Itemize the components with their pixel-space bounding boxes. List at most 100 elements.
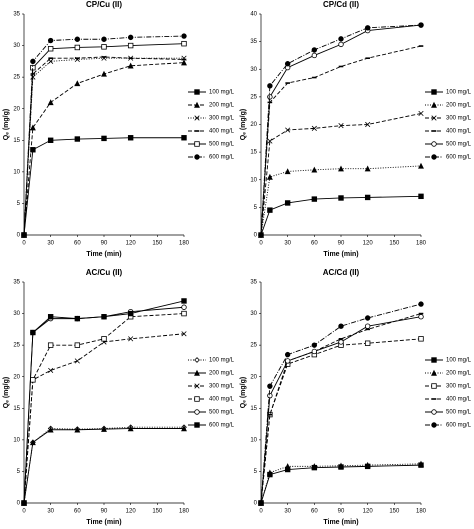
marker xyxy=(418,22,424,28)
legend-label: 400 mg/L xyxy=(209,129,235,135)
marker xyxy=(47,137,54,143)
y-tick-label: 30 xyxy=(13,311,20,317)
marker xyxy=(74,315,81,322)
y-tick-label: 30 xyxy=(250,67,257,73)
y-tick-label: 5 xyxy=(17,469,21,475)
x-tick-label: 150 xyxy=(152,509,163,515)
y-axis-label: Qₑ (mg/g) xyxy=(3,109,10,140)
y-tick-label: 20 xyxy=(13,106,20,112)
y-tick-label: 15 xyxy=(250,150,257,156)
marker xyxy=(267,383,273,389)
panel: AC/Cu (II) Time (min) Qₑ (mg/g) 0 5 10 15 20 25 3… xyxy=(3,268,235,526)
marker xyxy=(418,193,424,200)
x-tick-label: 180 xyxy=(179,241,190,247)
marker xyxy=(364,461,371,468)
panel: CP/Cu (II) Time (min) Qₑ (mg/g) 0 5 10 15 20 25 3… xyxy=(3,0,235,258)
x-tick-label: 60 xyxy=(311,241,318,247)
legend-label: 600 mg/L xyxy=(446,155,472,161)
marker xyxy=(29,439,36,446)
x-axis-label: Time (min) xyxy=(323,251,358,258)
marker xyxy=(21,500,27,506)
marker xyxy=(284,168,291,175)
y-tick-label: 25 xyxy=(250,343,257,349)
series-line xyxy=(23,137,184,236)
x-tick-label: 180 xyxy=(416,509,427,515)
marker xyxy=(364,323,371,329)
x-tick-label: 30 xyxy=(47,241,54,247)
marker xyxy=(74,36,81,42)
x-tick-label: 30 xyxy=(284,241,291,247)
marker xyxy=(181,304,187,310)
marker xyxy=(365,121,371,128)
marker xyxy=(74,342,81,348)
marker xyxy=(181,425,187,432)
x-axis-label: Time (min) xyxy=(323,519,358,526)
legend-label: 300 mg/L xyxy=(446,116,472,122)
marker xyxy=(338,195,344,201)
legend-label: 400 mg/L xyxy=(446,397,472,403)
legend-marker xyxy=(431,141,437,147)
legend-label: 300 mg/L xyxy=(209,116,235,122)
marker xyxy=(418,162,424,169)
x-axis-label: Time (min) xyxy=(86,519,121,526)
legend-label: 500 mg/L xyxy=(446,410,472,416)
marker xyxy=(181,33,187,39)
marker xyxy=(364,165,371,172)
legend-label: 600 mg/L xyxy=(209,155,235,161)
marker xyxy=(267,138,273,144)
y-tick-label: 25 xyxy=(250,94,257,100)
legend-label: 600 mg/L xyxy=(446,423,472,429)
marker xyxy=(338,339,344,345)
legend-marker xyxy=(194,115,200,121)
marker xyxy=(29,124,36,131)
marker xyxy=(181,331,187,337)
x-tick-label: 150 xyxy=(389,241,400,247)
y-tick-label: 10 xyxy=(13,437,20,443)
marker xyxy=(258,232,264,238)
marker xyxy=(311,125,317,131)
marker xyxy=(181,40,187,47)
y-tick-label: 10 xyxy=(250,177,257,183)
legend-label: 200 mg/L xyxy=(446,371,472,377)
x-tick-label: 120 xyxy=(126,509,137,515)
marker xyxy=(101,36,107,42)
marker xyxy=(181,298,187,304)
series-line xyxy=(23,62,185,236)
legend-label: 500 mg/L xyxy=(446,142,472,148)
marker xyxy=(74,44,81,51)
x-tick-label: 150 xyxy=(389,509,400,515)
marker xyxy=(311,47,318,53)
legend-label: 300 mg/L xyxy=(209,384,235,390)
marker xyxy=(338,323,344,329)
y-tick-label: 10 xyxy=(250,437,257,443)
series-line xyxy=(23,56,185,236)
y-tick-label: 20 xyxy=(250,122,257,128)
legend-label: 400 mg/L xyxy=(209,397,235,403)
x-tick-label: 0 xyxy=(259,241,263,247)
x-tick-label: 0 xyxy=(22,241,26,247)
marker xyxy=(418,460,424,467)
y-tick-label: 15 xyxy=(13,406,20,412)
legend-marker xyxy=(431,357,437,363)
legend-marker xyxy=(431,369,437,376)
marker xyxy=(127,310,134,317)
legend-label: 200 mg/L xyxy=(209,103,235,109)
x-tick-label: 120 xyxy=(126,241,137,247)
y-tick-label: 0 xyxy=(254,501,258,507)
marker xyxy=(266,173,273,180)
series-line xyxy=(23,333,185,504)
marker xyxy=(74,426,81,433)
panel: AC/Cd (II) Time (min) Qₑ (mg/g) 0 5 10 15 20 25 3… xyxy=(240,268,472,526)
chart-title: CP/Cu (II) xyxy=(86,0,122,9)
marker xyxy=(47,37,54,44)
marker xyxy=(418,336,424,342)
legend-label: 300 mg/L xyxy=(446,384,472,390)
series-line xyxy=(23,300,185,504)
y-axis-label: Qₑ (mg/g) xyxy=(240,377,247,408)
marker xyxy=(30,147,36,153)
y-tick-label: 0 xyxy=(17,501,21,507)
y-tick-label: 30 xyxy=(250,311,257,317)
marker xyxy=(418,110,424,117)
